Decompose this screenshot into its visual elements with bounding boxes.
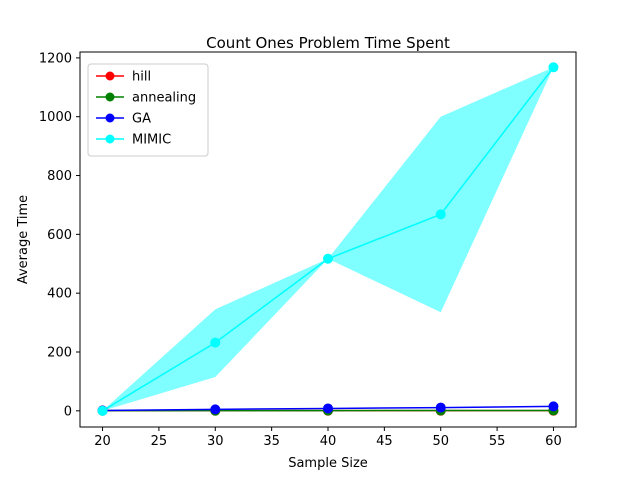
y-tick-label: 800 xyxy=(47,169,72,184)
x-tick-label: 20 xyxy=(94,434,111,449)
legend-marker-hill xyxy=(105,71,115,81)
y-tick-label: 1200 xyxy=(39,51,72,66)
point-mimic xyxy=(97,405,108,416)
legend-box xyxy=(87,63,209,157)
point-ga xyxy=(548,401,559,412)
band-mimic xyxy=(102,67,554,411)
legend-label-annealing: annealing xyxy=(132,91,196,106)
confidence-bands xyxy=(102,67,554,411)
x-tick-label: 25 xyxy=(151,434,168,449)
x-tick-label: 60 xyxy=(545,434,562,449)
x-tick-label: 50 xyxy=(432,434,449,449)
y-tick-label: 0 xyxy=(64,404,72,419)
x-axis-label: Sample Size xyxy=(288,456,368,471)
legend-label-hill: hill xyxy=(132,70,151,85)
point-mimic xyxy=(435,209,446,220)
y-tick-label: 400 xyxy=(47,287,72,302)
legend-label-mimic: MIMIC xyxy=(132,133,171,148)
y-axis-label: Average Time xyxy=(16,195,31,284)
chart-title: Count Ones Problem Time Spent xyxy=(206,34,450,52)
x-tick-label: 30 xyxy=(207,434,224,449)
point-mimic xyxy=(548,62,559,73)
legend-marker-mimic xyxy=(105,134,115,144)
y-tick-label: 1000 xyxy=(39,110,72,125)
legend-marker-annealing xyxy=(105,92,115,102)
point-ga xyxy=(323,403,333,414)
y-tick-label: 200 xyxy=(47,346,72,361)
y-axis-ticks: 0 200 400 600 800 1000 1200 xyxy=(39,51,80,419)
x-tick-label: 40 xyxy=(320,434,337,449)
x-tick-label: 55 xyxy=(489,434,506,449)
x-axis-ticks: 20 25 30 35 40 45 50 55 60 xyxy=(94,427,562,449)
point-mimic xyxy=(323,253,333,264)
point-ga xyxy=(435,402,446,413)
legend-label-ga: GA xyxy=(132,112,151,127)
x-tick-label: 35 xyxy=(263,434,280,449)
point-ga xyxy=(210,404,221,415)
legend-marker-ga xyxy=(105,113,115,123)
legend: hill annealing GA MIMIC xyxy=(87,63,209,157)
series-markers xyxy=(97,62,559,416)
point-mimic xyxy=(210,337,221,348)
x-tick-label: 45 xyxy=(376,434,393,449)
y-tick-label: 600 xyxy=(47,228,72,243)
